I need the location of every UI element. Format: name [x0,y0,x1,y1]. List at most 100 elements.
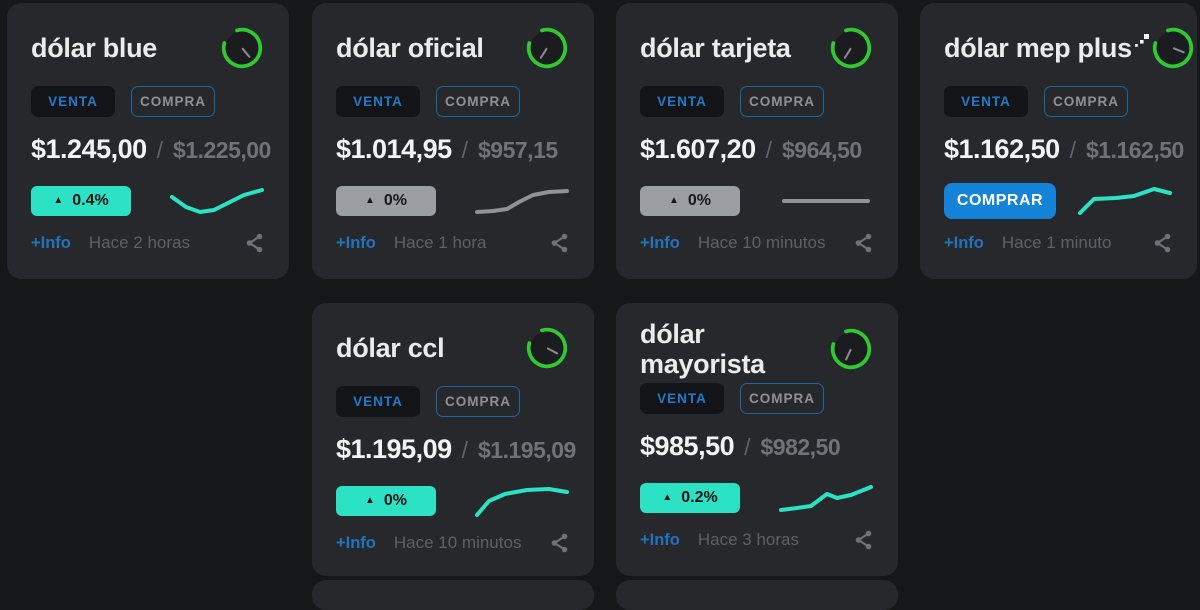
share-icon[interactable] [244,232,265,254]
sparkline-chart [779,485,873,513]
share-icon[interactable] [853,232,874,254]
card-title-text: dólar oficial [336,32,484,63]
gauge-icon [830,27,872,69]
info-link[interactable]: +Info [640,233,680,252]
change-badge: ▲ 0.4% [31,186,131,216]
sparkline-path [475,189,569,214]
rate-card-dolar-mep: dólar mep plus VENTA COMPRA $1.162,50 / … [920,3,1197,279]
gauge-needle [1172,47,1185,54]
buy-price: $1.195,09 [478,437,576,463]
buy-price: $982,50 [760,434,841,461]
rate-card-dolar-oficial: dólar oficial VENTA COMPRA $1.014,95 / $… [312,3,594,279]
tab-venta[interactable]: VENTA [31,86,115,117]
info-link[interactable]: +Info [640,530,680,549]
sell-price: $1.162,50 [944,134,1060,164]
change-value: 0% [383,192,408,209]
share-icon[interactable] [549,232,570,254]
sparkline-path [170,188,264,214]
gauge-icon [526,27,568,69]
card-header: dólar mep plus [944,19,1194,77]
price-row: $1.245,00 / $1.225,00 [31,134,271,165]
sparkline-chart [475,189,569,214]
sell-price: $1.014,95 [336,134,452,164]
price-row: $1.014,95 / $957,15 [336,134,570,165]
price-row: $1.195,09 / $1.195,09 [336,434,576,465]
rate-card-dolar-ccl: dólar ccl VENTA COMPRA $1.195,09 / $1.19… [312,303,594,576]
tab-compra[interactable]: COMPRA [1044,86,1128,117]
gauge-ring [830,329,872,370]
price-tabs: VENTA COMPRA [31,86,265,117]
tab-venta[interactable]: VENTA [640,86,724,117]
card-title: dólar oficial [336,33,484,64]
tab-venta[interactable]: VENTA [640,383,724,415]
price-tabs: VENTA COMPRA [640,86,874,117]
card-footer: +Info Hace 10 minutos [640,232,874,254]
tab-compra[interactable]: COMPRA [436,386,520,417]
tab-compra[interactable]: COMPRA [740,383,824,415]
card-title-text: dólar mep plus [944,32,1132,63]
share-icon[interactable] [549,532,570,554]
price-tabs: VENTA COMPRA [336,86,570,117]
change-badge: ▲ 0% [336,486,436,516]
tab-venta[interactable]: VENTA [336,86,420,117]
price-row: $1.607,20 / $964,50 [640,134,874,165]
price-separator: / [156,137,164,163]
change-value: 0.4% [72,192,109,209]
tab-venta[interactable]: VENTA [944,86,1028,117]
card-title: dólar mayorista [640,319,795,379]
share-icon[interactable] [853,529,874,551]
card-footer: +Info Hace 1 minuto [944,232,1173,254]
last-updated: Hace 3 horas [697,530,799,550]
sell-price: $985,50 [640,431,735,462]
arrow-up-icon: ▲ [668,195,679,206]
card-header: dólar oficial [336,19,570,77]
info-link[interactable]: +Info [944,233,984,252]
trend-row: ▲ 0.2% [640,481,874,515]
sparkline-path [779,485,873,513]
card-title: dólar ccl [336,332,445,364]
rate-card-dolar-tarjeta: dólar tarjeta VENTA COMPRA $1.607,20 / $… [616,3,898,279]
sparkline-chart [1078,187,1172,215]
tab-compra[interactable]: COMPRA [131,86,215,117]
card-title-text: dólar mayorista [640,319,765,380]
info-link[interactable]: +Info [336,533,376,552]
buy-price: $1.225,00 [173,137,271,163]
card-header: dólar ccl [336,319,570,377]
card-footer: +Info Hace 10 minutos [336,532,570,554]
info-link[interactable]: +Info [31,233,71,252]
price-separator: / [461,137,469,163]
arrow-up-icon: ▲ [364,495,375,506]
card-title: dólar mep plus [944,33,1150,64]
sparkline-chart [782,199,870,203]
card-title: dólar blue [31,33,157,64]
arrow-up-icon: ▲ [53,195,64,206]
last-updated: Hace 10 minutos [393,533,522,552]
last-updated: Hace 10 minutos [697,233,826,252]
buy-price: $957,15 [478,137,558,163]
share-icon[interactable] [1152,232,1173,254]
gauge-icon [221,27,263,69]
card-title: dólar tarjeta [640,33,791,64]
card-footer: +Info Hace 3 horas [640,529,874,551]
change-badge: ▲ 0.2% [640,483,740,514]
sparkline-path [1078,187,1172,215]
comprar-button[interactable]: COMPRAR [944,183,1056,219]
sell-price: $1.607,20 [640,134,756,164]
tab-compra[interactable]: COMPRA [740,86,824,117]
price-separator: / [765,137,773,163]
rate-card-dolar-mayorista: dólar mayorista VENTA COMPRA $985,50 / $… [616,303,898,576]
gauge-icon [1152,27,1194,69]
info-link[interactable]: +Info [336,233,376,252]
tab-compra[interactable]: COMPRA [436,86,520,117]
card-title-text: dólar ccl [336,332,445,363]
sell-price: $1.195,09 [336,434,452,464]
tab-venta[interactable]: VENTA [336,386,420,417]
gauge-ring [221,27,263,69]
price-tabs: VENTA COMPRA [944,86,1173,117]
price-row: $985,50 / $982,50 [640,431,874,462]
gauge-ring [526,327,568,369]
price-separator: / [461,437,469,463]
price-separator: / [1069,137,1077,163]
gauge-ring [1152,27,1194,69]
gauge-needle [241,47,251,58]
